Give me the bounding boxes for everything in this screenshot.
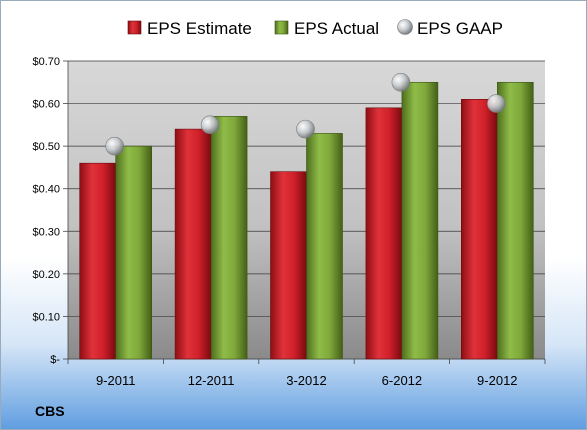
company-label: CBS (35, 403, 65, 419)
x-tick-label: 9-2012 (477, 373, 517, 388)
y-tick-label: $0.70 (32, 56, 60, 68)
bar-actual (115, 145, 152, 360)
gaap-point (296, 119, 315, 139)
bar-actual (210, 116, 248, 360)
gaap-point (391, 72, 411, 92)
y-tick-label: $0.30 (32, 226, 60, 238)
legend: EPS Estimate EPS Actual EPS GAAP (127, 19, 503, 38)
x-tick-label: 9-2011 (96, 373, 136, 388)
y-tick-label: $0.10 (32, 311, 60, 323)
bar-estimate (270, 171, 307, 360)
gaap-points (105, 72, 506, 156)
bar-actual (306, 133, 343, 360)
x-axis-ticks: 9-2011 12-2011 3-2012 6-2012 9-2012 (67, 359, 546, 388)
y-tick-label: $0.50 (32, 141, 60, 153)
bar-actual (401, 81, 439, 360)
x-tick-label: 3-2012 (286, 373, 326, 388)
gaap-point (200, 115, 220, 135)
legend-label: EPS Actual (294, 19, 379, 38)
legend-label: EPS GAAP (417, 19, 503, 38)
bars (79, 81, 534, 360)
bar-estimate (460, 99, 498, 360)
y-tick-label: $- (50, 354, 60, 366)
gaap-point (486, 94, 506, 113)
bar-estimate (174, 128, 212, 360)
y-axis-ticks: $- $0.10 $0.20 $0.30 $0.40 $0.50 $0.60 $0.70 (32, 56, 69, 366)
legend-swatch-gaap (397, 19, 413, 35)
x-tick-label: 12-2011 (188, 373, 235, 388)
y-tick-label: $0.20 (32, 269, 60, 281)
legend-swatch-estimate (127, 20, 142, 35)
gaap-point (105, 136, 124, 156)
legend-label: EPS Estimate (147, 19, 252, 38)
bar-estimate (365, 107, 403, 360)
legend-swatch-actual (274, 20, 289, 35)
bar-actual (496, 81, 534, 360)
x-tick-label: 6-2012 (382, 373, 422, 388)
y-tick-label: $0.40 (32, 184, 60, 196)
y-tick-label: $0.60 (32, 99, 60, 111)
bar-estimate (79, 162, 116, 360)
